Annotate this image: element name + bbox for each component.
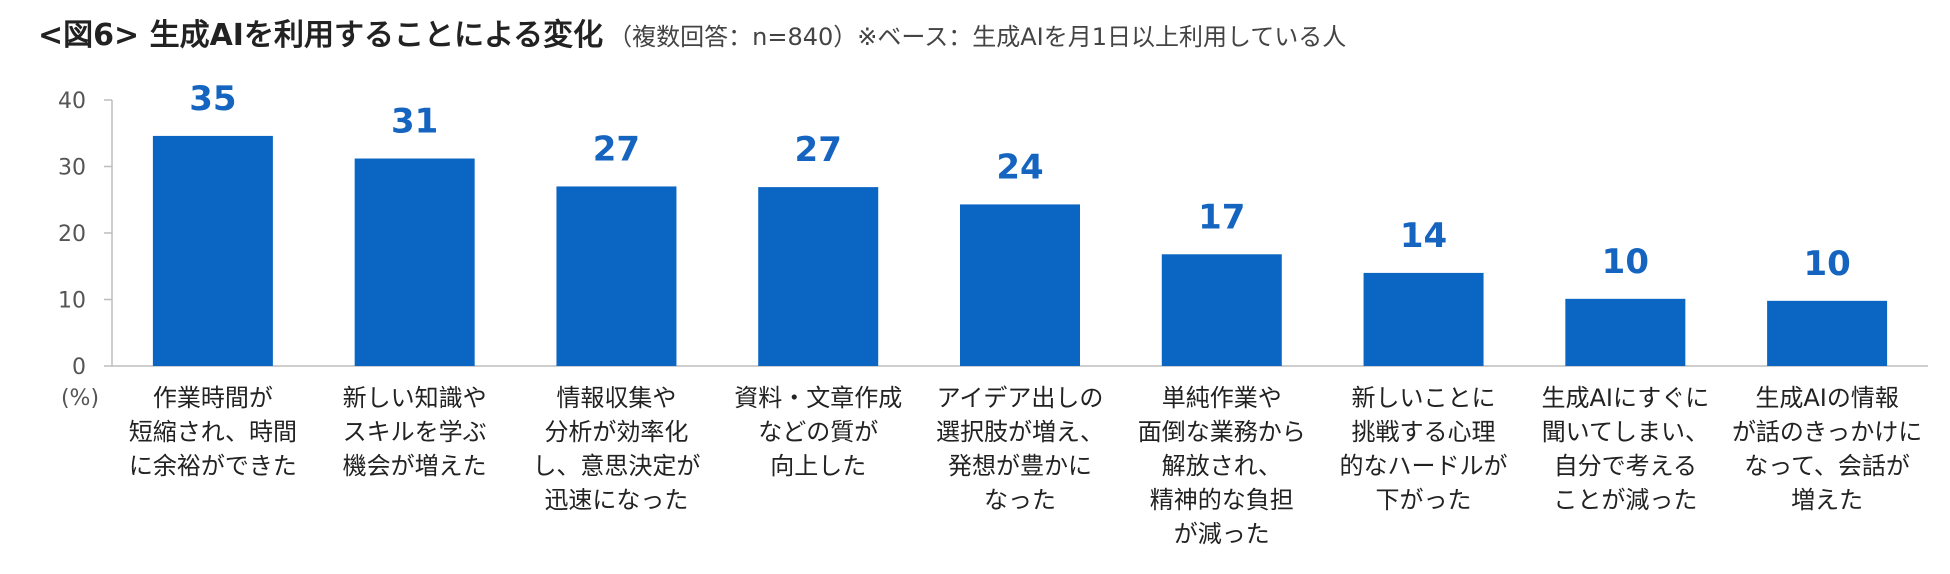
- category-label-line: 短縮され、時間: [129, 418, 297, 446]
- bar: [960, 204, 1080, 366]
- category-label: 新しい知識やスキルを学ぶ機会が増えた: [343, 384, 487, 480]
- category-label-line: 下がった: [1376, 486, 1472, 514]
- category-label: 新しいことに挑戦する心理的なハードルが下がった: [1340, 384, 1508, 514]
- category-label-line: 単純作業や: [1162, 384, 1282, 412]
- category-label: 作業時間が短縮され、時間に余裕ができた: [129, 384, 297, 480]
- y-tick-label: 0: [72, 355, 86, 380]
- category-label-line: 機会が増えた: [343, 452, 487, 480]
- data-label: 14: [1400, 216, 1447, 256]
- category-label-line: 聞いてしまい、: [1542, 418, 1709, 446]
- category-label-line: 自分で考える: [1554, 452, 1697, 480]
- bar: [758, 187, 879, 366]
- chart-title-block: <図6> 生成AIを利用することによる変化 （複数回答：n=840）※ベース：生…: [38, 14, 1346, 62]
- category-label-line: 情報収集や: [556, 384, 676, 412]
- category-label-line: 精神的な負担: [1150, 486, 1294, 514]
- category-label-line: 発想が豊かに: [948, 452, 1092, 480]
- category-label-line: が話のきっかけに: [1732, 418, 1922, 446]
- category-label-line: し、意思決定が: [532, 452, 700, 480]
- category-label-line: 分析が効率化: [544, 418, 688, 446]
- category-label-line: 作業時間が: [153, 384, 273, 412]
- chart-title: <図6> 生成AIを利用することによる変化: [38, 18, 604, 53]
- data-label: 27: [593, 129, 640, 169]
- category-label-line: 迅速になった: [544, 486, 688, 514]
- category-label-line: 新しい知識や: [343, 384, 487, 412]
- category-label-line: なった: [984, 486, 1056, 514]
- category-label: 生成AIの情報が話のきっかけになって、会話が増えた: [1732, 384, 1922, 514]
- category-label-line: ことが減った: [1553, 486, 1697, 514]
- bar: [354, 158, 475, 366]
- category-label: アイデア出しの選択肢が増え、発想が豊かになった: [936, 384, 1104, 514]
- y-axis-label: (%): [61, 386, 99, 411]
- category-label-line: などの質が: [758, 418, 878, 446]
- y-tick-label: 20: [58, 222, 86, 247]
- category-label: 生成AIにすぐに聞いてしまい、自分で考えることが減った: [1541, 384, 1709, 514]
- category-label-line: 面倒な業務から: [1138, 418, 1306, 446]
- category-label-line: が減った: [1174, 520, 1270, 548]
- category-label-line: 選択肢が増え、: [936, 418, 1104, 446]
- category-label-line: アイデア出しの: [937, 384, 1104, 412]
- data-label: 17: [1198, 197, 1245, 237]
- category-label-line: なって、会話が: [1744, 452, 1910, 480]
- chart-note: （複数回答：n=840）※ベース：生成AIを月1日以上利用している人: [608, 23, 1347, 51]
- bar: [1767, 300, 1888, 366]
- bar: [152, 135, 273, 366]
- category-label: 情報収集や分析が効率化し、意思決定が迅速になった: [532, 384, 700, 514]
- bar: [1161, 254, 1282, 366]
- category-label: 単純作業や面倒な業務から解放され、精神的な負担が減った: [1138, 384, 1306, 548]
- data-label: 27: [795, 130, 842, 170]
- category-label-line: 的なハードルが: [1340, 452, 1508, 480]
- bar: [1565, 298, 1686, 366]
- category-label-line: 向上した: [770, 452, 866, 480]
- category-label-line: 生成AIの情報: [1755, 384, 1899, 412]
- y-tick-label: 30: [58, 156, 86, 181]
- category-label-line: 解放され、: [1162, 452, 1282, 480]
- data-label: 35: [189, 79, 236, 119]
- bar: [1363, 272, 1484, 366]
- data-label: 31: [391, 102, 438, 142]
- category-label-line: 資料・文章作成: [734, 384, 902, 412]
- category-label-line: 新しいことに: [1352, 384, 1496, 412]
- category-label-line: 増えた: [1791, 486, 1863, 514]
- y-tick-label: 10: [58, 289, 86, 314]
- category-label-line: 生成AIにすぐに: [1541, 384, 1709, 412]
- data-label: 10: [1803, 244, 1850, 284]
- category-label-line: スキルを学ぶ: [343, 418, 487, 446]
- data-label: 24: [996, 147, 1043, 187]
- category-label: 資料・文章作成などの質が向上した: [734, 384, 902, 480]
- data-label: 10: [1602, 242, 1649, 282]
- bar: [556, 186, 677, 366]
- category-label-line: に余裕ができた: [129, 452, 297, 480]
- y-tick-label: 40: [58, 89, 86, 114]
- category-label-line: 挑戦する心理: [1352, 418, 1496, 446]
